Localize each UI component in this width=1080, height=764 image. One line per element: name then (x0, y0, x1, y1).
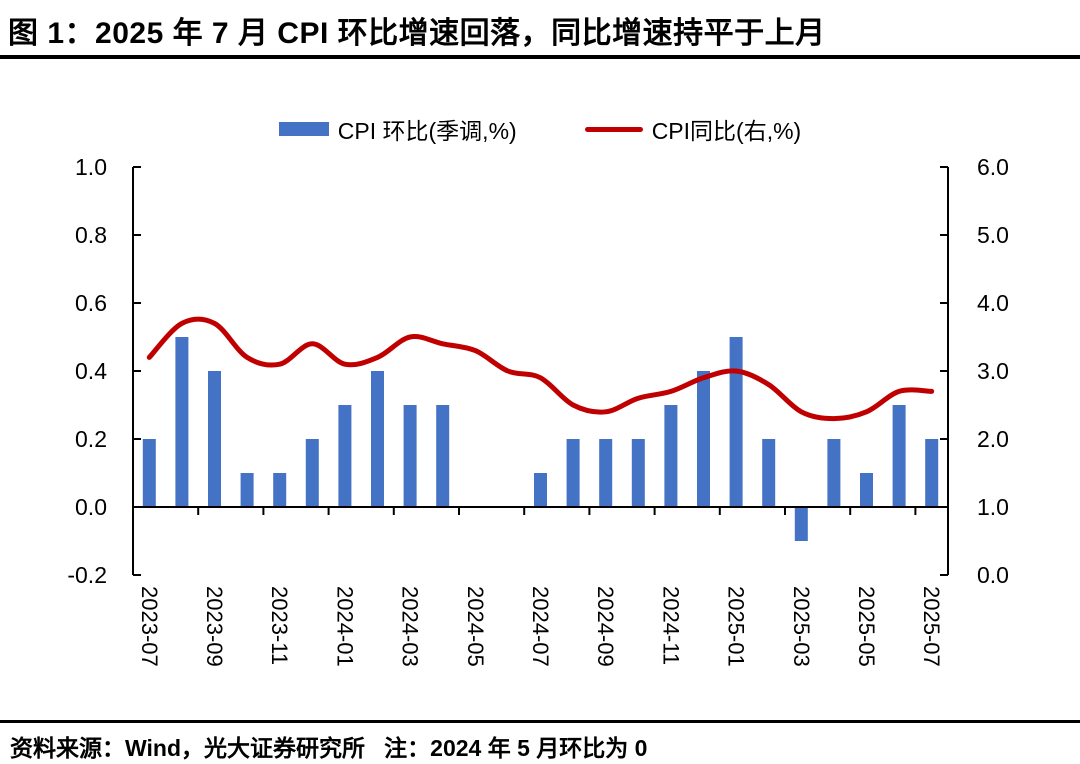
bar-2025-03 (794, 507, 808, 541)
right-axis-label: 1.0 (977, 494, 1009, 520)
x-axis-label: 2025-01 (724, 586, 749, 667)
bar-2025-07 (925, 439, 939, 507)
chart-legend: CPI 环比(季调,%) CPI同比(右,%) (0, 112, 1080, 146)
bar-2024-03 (403, 405, 417, 507)
left-axis-label: -0.2 (67, 562, 107, 588)
bar-2025-01 (729, 337, 743, 507)
bar-2024-10 (631, 439, 645, 507)
left-axis-label: 0.2 (75, 426, 107, 452)
bar-2023-10 (240, 473, 254, 507)
legend-label-yoy: CPI同比(右,%) (651, 118, 802, 144)
legend-label-mom: CPI 环比(季调,%) (337, 118, 517, 144)
bar-2023-07 (142, 439, 156, 507)
left-axis-label: 0.8 (75, 222, 107, 248)
legend-item-yoy: CPI同比(右,%) (584, 112, 802, 146)
x-axis-label: 2025-05 (854, 586, 879, 667)
bar-2024-01 (338, 405, 352, 507)
right-axis-label: 3.0 (977, 358, 1009, 384)
bar-series-swatch-icon (278, 122, 329, 136)
legend-item-mom: CPI 环比(季调,%) (278, 112, 517, 146)
bar-2023-12 (305, 439, 319, 507)
x-axis-label: 2025-07 (919, 586, 944, 667)
line-series-swatch-icon (584, 126, 643, 132)
x-axis-label: 2024-03 (398, 586, 423, 667)
x-axis-label: 2023-09 (202, 586, 227, 667)
right-axis-label: 4.0 (977, 290, 1009, 316)
bar-2025-04 (827, 439, 841, 507)
x-axis-label: 2023-11 (267, 586, 292, 665)
bar-2024-04 (436, 405, 450, 507)
bar-2025-05 (860, 473, 873, 507)
x-axis-label: 2025-03 (789, 586, 814, 667)
x-axis-label: 2024-07 (528, 586, 553, 667)
right-axis-label: 6.0 (977, 154, 1009, 180)
bar-2023-11 (273, 473, 287, 507)
bar-2024-12 (697, 371, 710, 507)
bar-2024-08 (566, 439, 580, 507)
bar-2024-07 (534, 473, 547, 507)
left-axis-label: 0.0 (75, 494, 107, 520)
bar-2025-06 (892, 405, 906, 507)
x-axis-label: 2023-07 (137, 586, 162, 667)
title-underline (0, 55, 1080, 59)
right-axis-label: 5.0 (977, 222, 1009, 248)
figure-title: 图 1：2025 年 7 月 CPI 环比增速回落，同比增速持平于上月 (8, 17, 826, 50)
x-axis-label: 2024-11 (658, 586, 683, 665)
bar-2023-08 (175, 337, 189, 507)
x-axis-label: 2024-01 (332, 586, 357, 667)
left-axis-label: 1.0 (75, 154, 107, 180)
left-axis-label: 0.6 (75, 290, 107, 316)
source-note: 资料来源：Wind，光大证券研究所 注：2024 年 5 月环比为 0 (10, 735, 648, 761)
bar-2024-02 (371, 371, 384, 507)
bar-2023-09 (208, 371, 221, 507)
x-axis-label: 2024-05 (463, 586, 488, 667)
bar-2025-02 (762, 439, 776, 507)
right-axis-label: 0.0 (977, 562, 1009, 588)
footer-rule (0, 720, 1080, 723)
cpi-yoy-line (146, 316, 935, 422)
bar-2024-09 (599, 439, 613, 507)
right-axis-label: 2.0 (977, 426, 1009, 452)
bar-2024-11 (664, 405, 678, 507)
left-axis-label: 0.4 (75, 358, 107, 384)
x-axis-label: 2024-09 (593, 586, 618, 667)
